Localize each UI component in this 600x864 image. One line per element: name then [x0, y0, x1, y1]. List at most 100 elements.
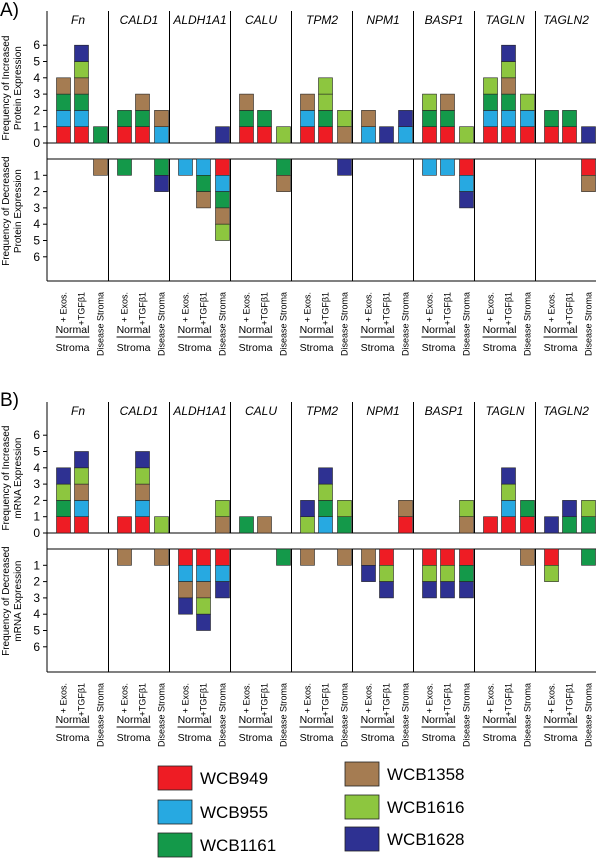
bar-segment-tpm2-wcb1616: [337, 110, 352, 128]
group-label-normal: Normal: [56, 714, 90, 726]
bar-segment-cald1-wcb1358: [117, 548, 132, 566]
bar-segment-aldh1a1-wcb949: [178, 548, 193, 566]
bar-segment-fn-wcb1161: [56, 500, 71, 517]
gene-label: NPM1: [366, 404, 399, 418]
bar-segment-tagln2-wcb1161: [581, 548, 596, 566]
condition-label: + Exos.: [547, 292, 557, 322]
bar-segment-tpm2-wcb1358: [337, 548, 352, 566]
bar-segment-tpm2-wcb949: [300, 126, 315, 144]
y-tick-label: 4: [33, 71, 40, 85]
bar-segment-tagln-wcb1616: [483, 77, 498, 95]
bar-segment-cald1-wcb1616: [154, 516, 169, 534]
bar-segment-tagln-wcb1616: [520, 93, 535, 111]
bar-segment-basp1-wcb1628: [422, 581, 437, 599]
bar-segment-npm1-wcb949: [398, 516, 413, 534]
group-label-normal: Normal: [178, 324, 212, 336]
gene-label: TAGLN: [485, 404, 524, 418]
bar-segment-tpm2-wcb1628: [337, 158, 352, 176]
bar-segment-tagln-wcb1161: [520, 500, 535, 517]
bar-segment-basp1-wcb1358: [440, 93, 455, 111]
y-tick-label: 0: [33, 526, 40, 540]
condition-label: +TGFβ1: [321, 683, 331, 716]
bar-segment-basp1-wcb1628: [459, 191, 474, 209]
bar-segment-tagln-wcb949: [483, 126, 498, 144]
bar-segment-cald1-wcb1628: [135, 451, 150, 469]
condition-label: Disease Stroma: [523, 683, 533, 747]
bar-segment-fn-wcb949: [56, 126, 71, 144]
bar-segment-tpm2-wcb1616: [318, 77, 333, 95]
bar-segment-fn-wcb949: [74, 126, 89, 144]
bar-segment-aldh1a1-wcb1358: [196, 581, 211, 599]
bar-segment-tpm2-wcb955: [318, 516, 333, 534]
bar-segment-tpm2-wcb1161: [337, 516, 352, 534]
bar-segment-aldh1a1-wcb955: [178, 564, 193, 582]
bar-segment-fn-wcb955: [56, 110, 71, 128]
bar-segment-aldh1a1-wcb955: [196, 564, 211, 582]
condition-label: +TGFβ1: [199, 683, 209, 716]
y-tick-label: 4: [33, 607, 40, 621]
bar-segment-npm1-wcb1628: [361, 564, 376, 582]
legend-label: WCB949: [200, 769, 268, 788]
bar-segment-aldh1a1-wcb1161: [196, 175, 211, 192]
group-label-stroma: Stroma: [56, 342, 90, 354]
group-label-stroma: Stroma: [56, 732, 90, 744]
bar-segment-basp1-wcb1161: [422, 110, 437, 128]
condition-label: + Exos.: [242, 292, 252, 322]
bar-segment-tagln2-wcb949: [544, 126, 559, 144]
panel-label: A): [0, 0, 19, 21]
condition-label: Disease Stroma: [462, 683, 472, 747]
condition-label: +TGFβ1: [443, 292, 453, 325]
condition-label: +TGFβ1: [565, 683, 575, 716]
bar-segment-calu-wcb1161: [239, 516, 254, 534]
bar-segment-calu-wcb949: [257, 126, 272, 144]
group-label-normal: Normal: [483, 324, 517, 336]
bar-segment-aldh1a1-wcb1628: [196, 613, 211, 631]
bar-segment-basp1-wcb949: [459, 158, 474, 176]
bar-segment-tpm2-wcb1616: [318, 483, 333, 501]
group-label-stroma: Stroma: [483, 732, 517, 744]
y-axis-label: Protein Expression: [13, 169, 24, 253]
condition-label: + Exos.: [181, 683, 191, 713]
bar-segment-npm1-wcb955: [398, 126, 413, 144]
group-label-stroma: Stroma: [361, 342, 395, 354]
group-label-normal: Normal: [544, 714, 578, 726]
bar-segment-calu-wcb1161: [257, 110, 272, 128]
condition-label: + Exos.: [303, 683, 313, 713]
y-tick-label: 6: [33, 38, 40, 52]
y-tick-label: 6: [33, 428, 40, 442]
bar-segment-calu-wcb1161: [276, 158, 291, 176]
bar-segment-cald1-wcb955: [154, 126, 169, 144]
legend-label: WCB1358: [387, 765, 464, 784]
bar-segment-cald1-wcb1358: [154, 110, 169, 128]
condition-label: +TGFβ1: [443, 683, 453, 716]
group-label-normal: Normal: [300, 324, 334, 336]
bar-segment-tagln2-wcb1616: [581, 500, 596, 517]
bar-segment-tagln2-wcb1628: [562, 500, 577, 517]
group-label-stroma: Stroma: [300, 342, 334, 354]
bar-segment-tpm2-wcb1358: [300, 548, 315, 566]
bar-segment-fn-wcb1628: [74, 451, 89, 469]
condition-label: Disease Stroma: [584, 683, 594, 747]
condition-label: Disease Stroma: [340, 683, 350, 747]
bar-segment-basp1-wcb1616: [422, 93, 437, 111]
bar-segment-tagln2-wcb1616: [544, 564, 559, 582]
bar-segment-calu-wcb949: [239, 126, 254, 144]
y-tick-label: 6: [33, 250, 40, 264]
bar-segment-tagln2-wcb949: [562, 126, 577, 144]
bar-segment-basp1-wcb1616: [422, 564, 437, 582]
bar-segment-aldh1a1-wcb949: [196, 548, 211, 566]
bar-segment-tagln2-wcb1161: [562, 110, 577, 128]
gene-label: Fn: [71, 13, 85, 27]
gene-label: BASP1: [425, 13, 464, 27]
bar-segment-tagln-wcb949: [501, 126, 516, 144]
gene-label: TAGLN2: [543, 13, 589, 27]
condition-label: + Exos.: [59, 683, 69, 713]
gene-label: BASP1: [425, 404, 464, 418]
bar-segment-tagln-wcb1616: [501, 483, 516, 501]
bar-segment-fn-wcb1616: [74, 467, 89, 485]
condition-label: Disease Stroma: [157, 292, 167, 356]
condition-label: + Exos.: [242, 683, 252, 713]
bar-segment-aldh1a1-wcb1616: [196, 597, 211, 615]
